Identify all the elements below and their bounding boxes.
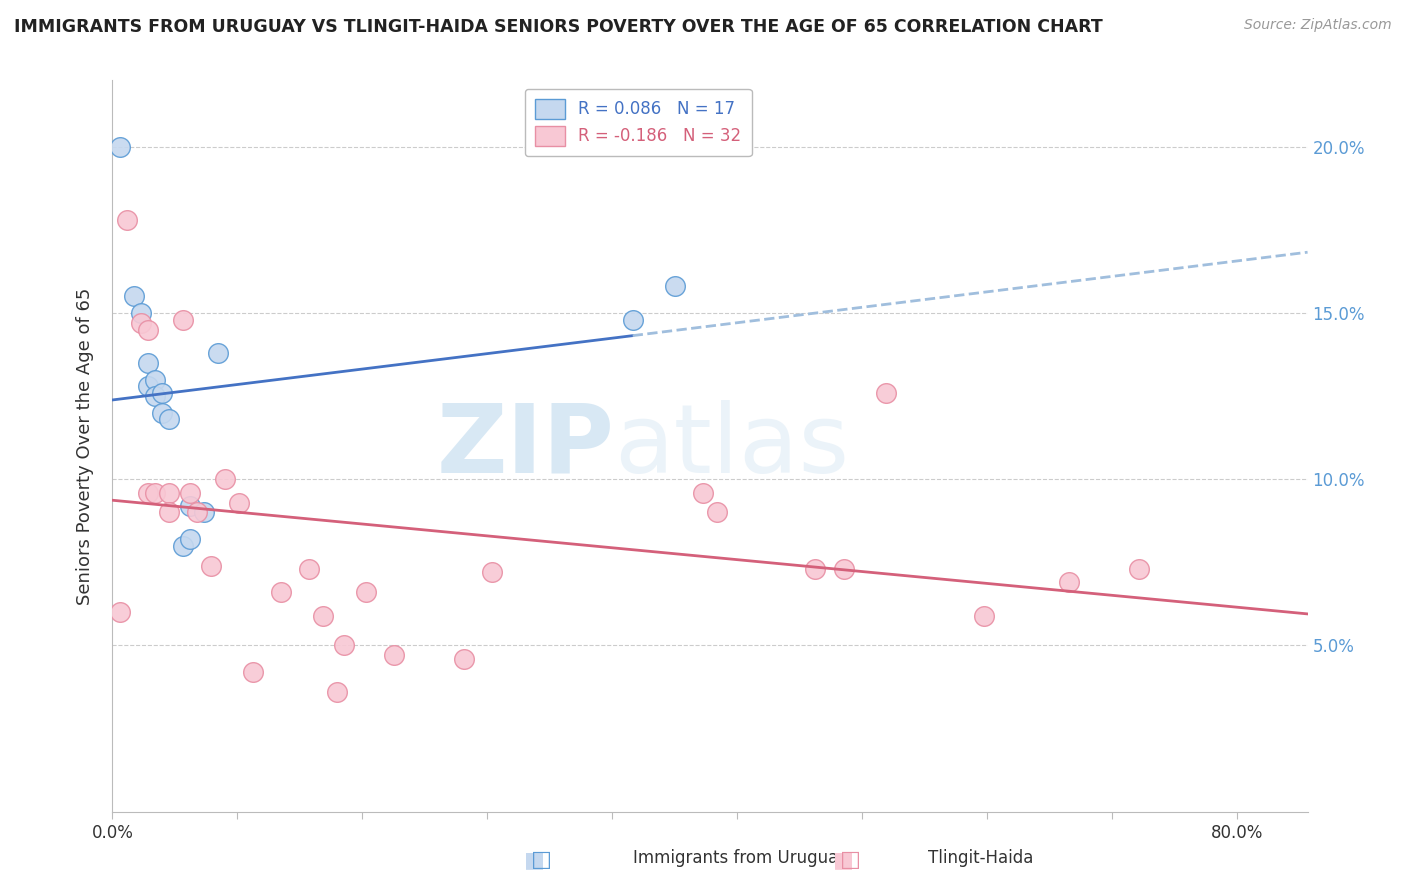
Point — [875, 385, 897, 400]
Point — [214, 472, 236, 486]
Point — [312, 608, 335, 623]
Point — [706, 506, 728, 520]
Point — [136, 485, 159, 500]
Point — [298, 562, 321, 576]
Text: Tlingit-Haida: Tlingit-Haida — [928, 849, 1033, 867]
Point — [129, 306, 152, 320]
Point — [172, 539, 194, 553]
Legend: R = 0.086   N = 17, R = -0.186   N = 32: R = 0.086 N = 17, R = -0.186 N = 32 — [524, 88, 752, 156]
Point — [692, 485, 714, 500]
Point — [108, 140, 131, 154]
Point — [179, 485, 201, 500]
Point — [179, 532, 201, 546]
Text: ZIP: ZIP — [436, 400, 614, 492]
Point — [143, 485, 166, 500]
Text: □: □ — [841, 850, 860, 870]
Point — [200, 558, 222, 573]
Text: Immigrants from Uruguay: Immigrants from Uruguay — [633, 849, 848, 867]
Point — [150, 385, 173, 400]
Point — [136, 379, 159, 393]
Point — [143, 389, 166, 403]
Point — [172, 312, 194, 326]
Point — [136, 356, 159, 370]
Y-axis label: Seniors Poverty Over the Age of 65: Seniors Poverty Over the Age of 65 — [76, 287, 94, 605]
Point — [207, 346, 229, 360]
Point — [136, 323, 159, 337]
Point — [621, 312, 644, 326]
Point — [453, 652, 475, 666]
Point — [157, 485, 180, 500]
Point — [382, 648, 405, 663]
Point — [122, 289, 145, 303]
Point — [150, 406, 173, 420]
Point — [804, 562, 827, 576]
Point — [179, 499, 201, 513]
Point — [333, 639, 356, 653]
Point — [228, 495, 250, 509]
Point — [193, 506, 215, 520]
Point — [326, 685, 349, 699]
Text: □: □ — [531, 850, 551, 870]
Point — [1128, 562, 1150, 576]
Text: ■: ■ — [834, 850, 853, 870]
Point — [129, 316, 152, 330]
Text: atlas: atlas — [614, 400, 849, 492]
Point — [157, 412, 180, 426]
Point — [186, 506, 208, 520]
Text: ■: ■ — [524, 850, 544, 870]
Text: Source: ZipAtlas.com: Source: ZipAtlas.com — [1244, 18, 1392, 32]
Point — [354, 585, 377, 599]
Point — [108, 605, 131, 619]
Text: IMMIGRANTS FROM URUGUAY VS TLINGIT-HAIDA SENIORS POVERTY OVER THE AGE OF 65 CORR: IMMIGRANTS FROM URUGUAY VS TLINGIT-HAIDA… — [14, 18, 1102, 36]
Point — [832, 562, 855, 576]
Point — [664, 279, 686, 293]
Point — [481, 566, 503, 580]
Point — [143, 372, 166, 386]
Point — [1057, 575, 1080, 590]
Point — [242, 665, 264, 679]
Point — [973, 608, 995, 623]
Point — [270, 585, 292, 599]
Point — [115, 213, 138, 227]
Point — [157, 506, 180, 520]
